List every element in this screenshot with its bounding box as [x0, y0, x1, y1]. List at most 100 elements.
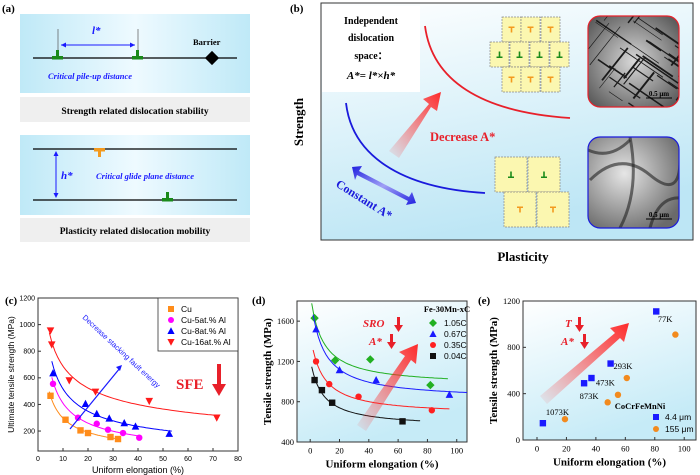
dislocation-icon	[517, 206, 523, 213]
data-point	[65, 377, 74, 385]
dislocation-line	[627, 16, 652, 24]
legend-label: 1.05C	[444, 318, 467, 328]
chart-e: 0 20 40 60 80 100 0 400 800 1200 Uniform elongatio…	[488, 296, 697, 469]
panel-b: (b) Independent dislocation space： A*= l…	[290, 2, 694, 264]
data-point	[328, 399, 336, 406]
constant-arrow-icon	[352, 166, 416, 205]
data-point	[167, 339, 175, 346]
tem-image-high	[588, 16, 679, 107]
data-point	[430, 342, 436, 348]
dislocation-icon	[508, 26, 515, 33]
temperature-label: 1073K	[546, 407, 570, 417]
data-point	[47, 392, 54, 399]
temperature-label: 473K	[596, 378, 616, 388]
data-point	[145, 397, 154, 406]
h-star-label: h*	[61, 170, 73, 182]
x-tick-label: 40	[592, 444, 601, 454]
dislocation-line	[623, 57, 641, 80]
scale-bar-label: 0.5 μm	[649, 90, 669, 98]
data-point	[165, 429, 174, 437]
down-arrow-icon	[212, 364, 226, 396]
plasticity-caption: Plasticity related dislocation mobility	[60, 227, 211, 237]
x-tick-label: 30	[109, 456, 117, 463]
x-tick-label: 50	[159, 456, 167, 463]
panel-a: (a) Barrier l* Critical pile-up distance…	[2, 3, 250, 242]
data-point	[312, 358, 320, 365]
down-arrow-icon	[575, 317, 584, 332]
low-strength-curve	[345, 102, 486, 194]
increase-arrow-icon	[357, 344, 418, 431]
strength-axis-label: Strength	[291, 97, 306, 146]
cell-wall	[588, 138, 632, 155]
panel-b-label: (b)	[290, 3, 304, 15]
dislocation-icon	[541, 171, 547, 178]
data-point	[539, 420, 547, 427]
chart-c: 0 10 20 30 40 50 60 70 80 200 400 600 800 1000 1200 Uni…	[6, 295, 242, 475]
dislocation-line	[589, 26, 621, 66]
x-tick-label: 60	[184, 456, 192, 463]
data-point	[107, 433, 114, 441]
x-tick-label: 0	[308, 446, 312, 456]
panel-d-label: (d)	[252, 295, 266, 307]
dislocation-icon	[508, 171, 514, 178]
x-axis-label: Uniform elongation (%)	[325, 459, 438, 471]
dislocation-icon	[536, 51, 543, 58]
data-point	[168, 306, 174, 312]
data-point	[653, 426, 659, 432]
data-point	[47, 341, 56, 349]
dislocation-line	[638, 17, 663, 36]
x-axis-label: Uniform elongation (%)	[553, 457, 666, 469]
dislocation-icon	[547, 76, 554, 83]
panel-e-label: (e)	[478, 295, 491, 307]
tem-image-low	[588, 137, 679, 228]
data-point	[623, 374, 630, 382]
x-tick-label: 60	[621, 444, 630, 454]
cell-wall	[648, 196, 679, 228]
data-point	[114, 435, 122, 443]
t-label: T	[565, 318, 573, 330]
data-point	[561, 415, 569, 423]
data-point	[366, 355, 375, 364]
x-tick-label: 20	[562, 444, 571, 454]
dislocation-line	[601, 47, 629, 81]
legend-title: Fe-30Mn-xC	[424, 304, 470, 314]
data-point	[62, 416, 69, 423]
data-point	[330, 356, 340, 365]
definition-line: Independent	[344, 16, 399, 27]
x-tick-label: 40	[365, 446, 374, 456]
data-point	[653, 414, 659, 420]
legend-title: CoCrFeMnNi	[615, 401, 666, 411]
dislocation-icon	[496, 51, 503, 58]
y-axis-label: Tensile strength (MPa)	[488, 317, 500, 424]
dislocation-line	[670, 33, 679, 67]
legend-label: 0.04C	[444, 351, 467, 361]
data-point	[81, 399, 90, 407]
y-tick-label: 400	[281, 437, 294, 447]
strength-caption-box	[20, 97, 250, 122]
dislocation-line	[632, 71, 655, 100]
y-tick-label: 1000	[19, 322, 35, 329]
legend-label: Cu	[181, 304, 192, 314]
a-star-label: A*	[368, 336, 382, 348]
cell-wall	[618, 137, 635, 228]
data-point	[120, 419, 129, 427]
data-point	[588, 374, 595, 382]
data-point	[131, 422, 140, 430]
y-tick-label: 1200	[19, 295, 35, 302]
scale-bar-label: 0.5 μm	[649, 211, 669, 219]
dislocation-line	[595, 21, 619, 38]
dislocation-line	[668, 53, 679, 79]
x-tick-label: 80	[423, 446, 432, 456]
dislocation-icon	[132, 50, 143, 60]
dislocation-line	[655, 27, 679, 55]
trend-arrow-icon	[69, 367, 121, 430]
glide-caption: Critical glide plane distance	[96, 171, 194, 181]
dislocation-line	[632, 20, 662, 41]
down-arrow-icon	[394, 317, 403, 332]
x-tick-label: 0	[36, 456, 40, 463]
x-axis-label: Uniform elongation (%)	[92, 465, 184, 475]
data-point	[311, 376, 318, 384]
data-point	[429, 319, 437, 327]
dislocation-cells	[489, 16, 570, 228]
x-tick-label: 80	[234, 456, 242, 463]
